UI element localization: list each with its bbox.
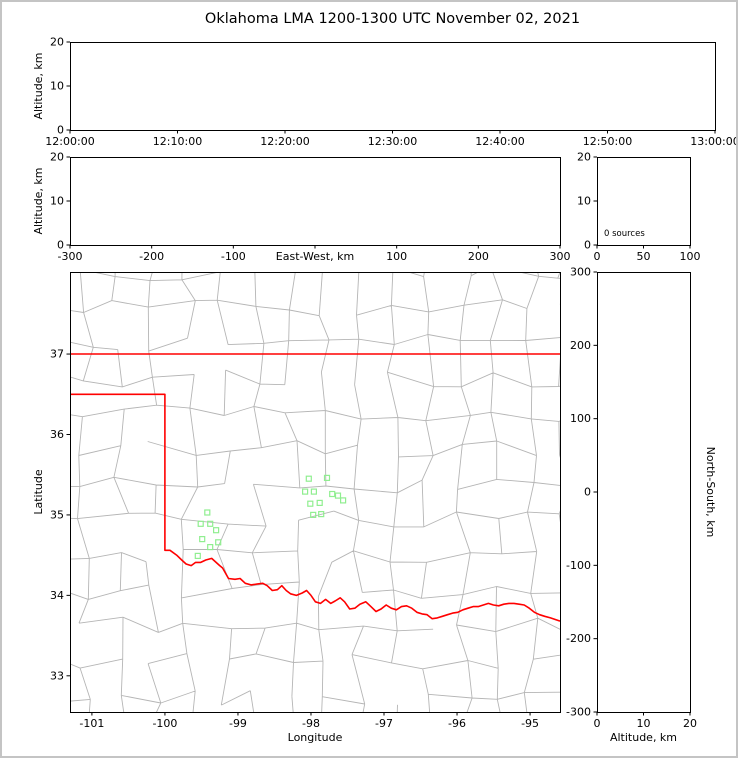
lma-station-marker: [302, 488, 309, 495]
county-boundaries: [70, 272, 560, 712]
lma-station-marker: [310, 511, 317, 518]
x-tick-label: 100: [680, 250, 701, 263]
source-count-annotation: 0 sources: [604, 229, 645, 239]
y-tick-label: 0: [584, 486, 591, 499]
lma-station-marker: [199, 535, 206, 543]
panel-source-count: 0 50 100 0 10 20 0 sources: [577, 151, 701, 264]
lma-station-marker: [204, 509, 211, 516]
x-tick-label: -200: [139, 250, 164, 263]
x-tick-label: 0: [594, 250, 601, 263]
y-tick-label: 100: [570, 412, 591, 425]
lma-station-marker: [318, 511, 325, 518]
map-content: [70, 272, 560, 712]
y-tick-label: 37: [50, 348, 64, 361]
lma-station-marker: [310, 488, 317, 495]
x-tick-label: -98: [302, 717, 320, 730]
lma-station-marker: [323, 474, 331, 481]
x-tick-label: 100: [386, 250, 407, 263]
x-tick-label: -96: [448, 717, 466, 730]
x-tick-label: 300: [550, 250, 571, 263]
y-tick-label: 20: [577, 151, 591, 164]
y-tick-label: 33: [50, 669, 64, 682]
panel-frame: [70, 272, 561, 713]
x-tick-label: -95: [521, 717, 539, 730]
lma-station-marker: [194, 552, 201, 560]
y-tick-label: 0: [584, 239, 591, 252]
x-tick-label: 0: [594, 717, 601, 730]
y-tick-label: 10: [50, 195, 64, 208]
lma-station-marker: [340, 497, 347, 504]
x-tick-label: 12:00:00: [45, 135, 94, 148]
y-tick-label: 0: [57, 124, 64, 137]
lma-station-marker: [197, 520, 204, 527]
y-tick-label: 20: [50, 36, 64, 49]
panel-frame: [597, 272, 691, 713]
y-axis-label: Altitude, km: [32, 52, 45, 119]
figure-title: Oklahoma LMA 1200-1300 UTC November 02, …: [204, 11, 581, 27]
panel-ew-height: -300 -200 -100 100 200 300 0 10 20 East-West, km A…: [32, 151, 571, 264]
x-axis-label: Longitude: [288, 731, 343, 744]
y-tick-label: 10: [50, 80, 64, 93]
x-axis-label: Altitude, km: [610, 731, 677, 744]
y-tick-label: -200: [566, 632, 591, 645]
y-tick-label: 0: [57, 239, 64, 252]
panel-frame: [70, 157, 561, 246]
y-tick-label: -100: [566, 559, 591, 572]
x-tick-label: -97: [375, 717, 393, 730]
y-tick-label: 34: [50, 589, 64, 602]
panel-plan-view: -101 -100 -99 -98 -97 -96 -95 33 34 35 36 37 Longitu…: [32, 272, 561, 744]
panel-frame: [70, 42, 716, 131]
y-tick-label: 200: [570, 339, 591, 352]
y-tick-label: 20: [50, 151, 64, 164]
panel-ns-height: 0 10 20 300 200 100 0 -100 -200 -300 Altitude, km N…: [566, 266, 717, 745]
lma-station-marker: [307, 500, 314, 507]
lma-station-marker: [329, 490, 336, 498]
x-tick-label: 20: [683, 717, 697, 730]
x-tick-label: 12:10:00: [153, 135, 202, 148]
x-tick-label: -101: [79, 717, 104, 730]
lma-station-marker: [215, 539, 222, 546]
y-tick-label: 10: [577, 195, 591, 208]
y-axis-label: North-South, km: [704, 447, 717, 538]
x-tick-label: 12:20:00: [260, 135, 309, 148]
panel-time-height: 12:00:00 12:10:00 12:20:00 12:30:00 12:40:00…: [32, 36, 736, 149]
lma-station-marker: [316, 499, 323, 506]
y-tick-label: 35: [50, 508, 64, 521]
lma-station-marker: [334, 492, 342, 499]
x-tick-label: -300: [58, 250, 83, 263]
lma-station-marker: [305, 475, 312, 482]
x-tick-label: 12:50:00: [583, 135, 632, 148]
y-axis-label: Latitude: [32, 469, 45, 515]
lma-station-marker: [213, 527, 220, 534]
y-tick-label: -300: [566, 706, 591, 719]
x-tick-label: 13:00:00: [690, 135, 736, 148]
x-tick-label: -100: [221, 250, 246, 263]
x-tick-label: 50: [637, 250, 651, 263]
x-tick-label: 200: [468, 250, 489, 263]
y-tick-label: 300: [570, 266, 591, 279]
x-tick-label: 12:40:00: [475, 135, 524, 148]
x-tick-label: 10: [637, 717, 651, 730]
x-tick-label: 12:30:00: [368, 135, 417, 148]
oklahoma-panhandle-and-red-river-border: [70, 393, 560, 622]
y-tick-label: 36: [50, 428, 64, 441]
lma-station-marker: [207, 520, 214, 527]
y-axis-label: Altitude, km: [32, 167, 45, 234]
x-axis-label: East-West, km: [276, 250, 354, 263]
x-tick-label: -100: [152, 717, 177, 730]
x-tick-label: -99: [229, 717, 247, 730]
lma-station-marker: [207, 543, 214, 551]
